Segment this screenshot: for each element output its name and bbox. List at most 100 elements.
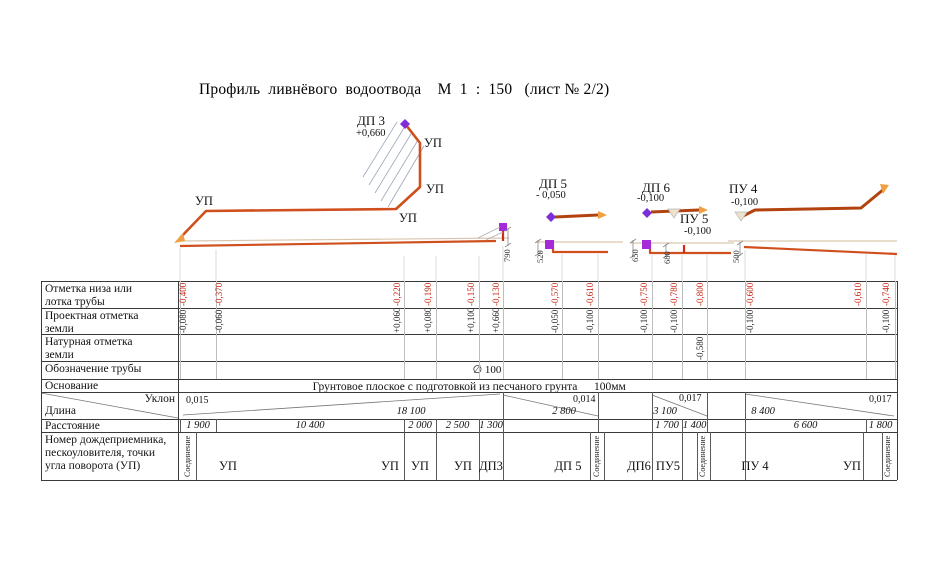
design-ground-elevation-value: -0,080 <box>178 309 188 333</box>
invert-elevation-value: -0,800 <box>695 282 705 307</box>
point-row-divider <box>404 432 405 480</box>
slope-row-divider <box>503 392 504 419</box>
diamond-markers <box>400 119 652 222</box>
invert-elevation-value: -0,220 <box>392 282 402 307</box>
structure-label: ДП 5 <box>539 176 568 191</box>
distance-row-divider <box>216 419 217 432</box>
ordinate-gridline <box>503 281 504 379</box>
point-label: УП <box>411 459 429 473</box>
slope-diagonals <box>40 392 895 419</box>
flow-arrow-icons <box>174 184 889 243</box>
point-row-divider <box>682 432 683 480</box>
foundation-text: Грунтовое плоское с подготовкой из песча… <box>312 381 578 393</box>
length-value: 2 800 <box>552 406 576 417</box>
distance-row-divider <box>436 419 437 432</box>
row-header-natural-ground: Натурная отметка земли <box>45 336 133 361</box>
design-ground-elevation-value: -0,100 <box>669 309 679 333</box>
ordinate-gridline <box>562 281 563 379</box>
structure-elevation: -0,100 <box>637 193 665 204</box>
design-ground-elevation-value: -0,050 <box>550 309 560 333</box>
slope-value: 0,014 <box>573 394 596 405</box>
ground-lines <box>179 237 897 244</box>
length-value: 18 100 <box>396 406 426 417</box>
ordinate-extensions <box>179 246 896 281</box>
table-horizontal-line <box>41 379 897 380</box>
point-label: ПУ5 <box>655 459 681 473</box>
structure-elevation: - 0,050 <box>536 190 566 201</box>
ordinate-gridline <box>598 281 599 379</box>
ordinate-gridline <box>895 281 896 379</box>
pipe-upper-run <box>179 124 422 239</box>
distance-value: 1 900 <box>186 420 210 431</box>
foundation-size: 100мм <box>594 381 626 393</box>
turn-point-label: УП <box>195 194 213 208</box>
ordinate-gridline <box>404 281 405 379</box>
design-ground-elevation-value: -0,100 <box>639 309 649 333</box>
row-header-length: Длина <box>45 405 76 417</box>
point-row-divider <box>479 432 480 480</box>
distance-row-divider <box>503 419 504 432</box>
point-row-divider <box>863 432 864 480</box>
table-horizontal-line <box>41 361 897 362</box>
distance-row-divider <box>479 419 480 432</box>
length-value: 8 400 <box>751 406 775 417</box>
invert-elevation-value: -0,600 <box>745 282 755 307</box>
distance-row-divider <box>707 419 708 432</box>
point-label-connection: Соединение <box>183 435 192 477</box>
point-row-divider <box>196 432 197 480</box>
slope-row-divider <box>707 392 708 419</box>
table-horizontal-line <box>41 308 897 309</box>
distance-row-divider <box>866 419 867 432</box>
slope-value: 0,015 <box>186 395 209 406</box>
invert-elevation-value: -0,130 <box>491 282 501 307</box>
table-horizontal-line <box>41 334 897 335</box>
point-label: ДП3 <box>479 459 503 473</box>
ordinate-gridline <box>866 281 867 379</box>
structure-label: ДП 6 <box>642 180 671 195</box>
structure-elevation: -0,100 <box>731 197 759 208</box>
riser-lines <box>501 231 686 253</box>
table-vertical-border <box>178 281 179 480</box>
structure-label: ДП 3 <box>357 113 386 128</box>
slope-value: 0,017 <box>869 394 892 405</box>
distance-row-divider <box>682 419 683 432</box>
point-row-divider <box>697 432 698 480</box>
ordinate-gridline <box>745 281 746 379</box>
dimension-lines <box>504 226 744 259</box>
point-row-divider <box>436 432 437 480</box>
ordinate-gridline <box>652 281 653 379</box>
depth-dimension: 520 <box>535 250 545 264</box>
distance-value: 1 800 <box>868 420 893 431</box>
invert-elevation-value: -0,750 <box>639 282 649 307</box>
ordinate-gridline <box>436 281 437 379</box>
point-label: УП <box>219 459 237 473</box>
row-header-pipe-designation: Обозначение трубы <box>45 363 142 375</box>
slope-row-divider <box>745 392 746 419</box>
design-ground-elevation-value: -0,100 <box>881 309 891 333</box>
distance-row-divider <box>745 419 746 432</box>
table-horizontal-line <box>41 480 897 481</box>
design-ground-elevation-value: +0,060 <box>392 307 402 333</box>
leader-lines <box>477 226 504 241</box>
table-horizontal-line <box>41 281 897 282</box>
length-value: 3 100 <box>653 406 677 417</box>
invert-elevation-value: -0,570 <box>550 282 560 307</box>
point-row-divider <box>503 432 504 480</box>
invert-elevation-value: -0,610 <box>585 282 595 307</box>
point-label: УП <box>843 459 861 473</box>
structure-elevation: -0,100 <box>684 226 712 237</box>
row-header-design-ground: Проектная отметка земли <box>45 310 139 335</box>
invert-elevation-value: -0,370 <box>214 282 224 307</box>
distance-row-divider <box>180 419 181 432</box>
structure-label: ПУ 4 <box>729 181 758 196</box>
point-row-divider <box>882 432 883 480</box>
point-label: УП <box>454 459 472 473</box>
design-ground-elevation-value: +0,100 <box>466 307 476 333</box>
point-row-divider <box>745 432 746 480</box>
invert-elevation-value: -0,740 <box>881 282 891 307</box>
design-ground-elevation-value: +0,080 <box>423 307 433 333</box>
distance-value: 2 500 <box>445 420 470 431</box>
ordinate-gridline <box>479 281 480 379</box>
hatch-lines <box>362 121 425 208</box>
point-label-connection: Соединение <box>698 435 707 477</box>
